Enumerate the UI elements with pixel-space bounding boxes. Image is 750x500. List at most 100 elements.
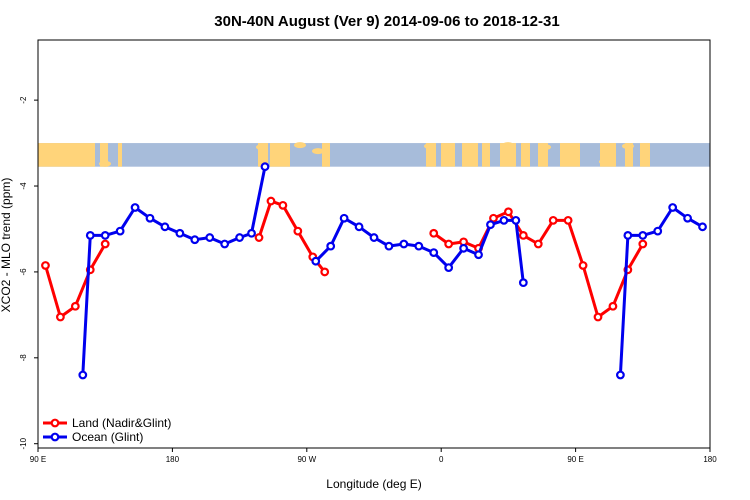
land-region xyxy=(258,143,268,167)
data-point xyxy=(145,213,155,223)
y-axis-label: XCO2 - MLO trend (ppm) xyxy=(0,178,13,313)
data-point xyxy=(444,239,454,249)
data-point xyxy=(623,231,633,240)
land-region xyxy=(564,149,576,156)
data-point xyxy=(533,239,543,249)
data-point xyxy=(100,231,110,240)
data-point xyxy=(339,213,349,223)
data-point xyxy=(593,312,603,322)
data-point xyxy=(320,267,330,277)
data-point xyxy=(115,226,125,236)
land-region xyxy=(502,142,514,149)
y-tick-label: -4 xyxy=(19,182,28,190)
data-point xyxy=(235,233,245,242)
chart-title: 30N-40N August (Ver 9) 2014-09-06 to 201… xyxy=(214,13,559,30)
data-point xyxy=(578,261,588,270)
data-point xyxy=(130,203,140,212)
land-region xyxy=(625,143,633,167)
land-region xyxy=(64,150,76,157)
x-tick-label: 0 xyxy=(439,455,444,464)
data-point xyxy=(459,243,469,253)
x-tick-label: 90 E xyxy=(567,455,583,464)
data-point xyxy=(563,215,573,225)
data-point xyxy=(254,233,264,242)
data-point xyxy=(474,250,483,260)
legend-label: Ocean (Glint) xyxy=(72,430,143,444)
legend-label: Land (Nadir&Glint) xyxy=(72,416,171,430)
legend-marker xyxy=(50,418,60,428)
land-region xyxy=(599,158,611,165)
data-point xyxy=(698,222,707,232)
legend: Land (Nadir&Glint)Ocean (Glint) xyxy=(43,416,171,444)
land-region xyxy=(312,148,324,155)
data-point xyxy=(354,222,364,232)
data-point xyxy=(683,213,692,223)
y-tick-label: -10 xyxy=(19,437,28,449)
x-axis-label: Longitude (deg E) xyxy=(326,477,421,491)
x-tick-label: 180 xyxy=(703,455,717,464)
land-region xyxy=(521,143,530,167)
data-point xyxy=(548,215,558,225)
land-region xyxy=(539,144,551,151)
y-tick-label: -2 xyxy=(19,96,28,104)
land-region xyxy=(640,143,650,167)
data-point xyxy=(384,241,394,251)
plot-border xyxy=(37,39,711,449)
land-region xyxy=(538,143,548,167)
x-tick-label: 90 E xyxy=(30,455,46,464)
plot-frame xyxy=(37,39,711,449)
data-point xyxy=(56,312,65,322)
data-point xyxy=(85,231,95,240)
data-point xyxy=(504,207,513,217)
data-point xyxy=(653,226,663,236)
data-point xyxy=(175,228,185,238)
data-point xyxy=(369,233,379,242)
data-point xyxy=(266,196,276,206)
x-tick-label: 180 xyxy=(166,455,180,464)
data-point xyxy=(486,220,495,230)
series-layer xyxy=(41,162,707,380)
data-point xyxy=(326,241,336,251)
legend-marker xyxy=(50,432,60,442)
data-point xyxy=(429,228,439,238)
data-point xyxy=(205,233,215,242)
data-point xyxy=(78,370,88,380)
data-point xyxy=(70,301,80,311)
land-region xyxy=(322,143,330,167)
data-point xyxy=(608,301,618,311)
land-region xyxy=(500,143,516,167)
land-region xyxy=(118,143,122,167)
data-point xyxy=(429,248,439,257)
data-point xyxy=(499,215,509,225)
data-point xyxy=(444,263,454,273)
data-point xyxy=(190,235,200,245)
x-tick-label: 90 W xyxy=(297,455,316,464)
y-axis-ticks: -2 -4 -6 -8 -10 xyxy=(19,96,38,449)
data-point xyxy=(41,261,50,270)
y-tick-label: -8 xyxy=(19,354,28,362)
land-region xyxy=(294,142,306,149)
data-point xyxy=(638,239,648,249)
land-region xyxy=(464,159,476,166)
series-line xyxy=(314,216,525,283)
data-point xyxy=(414,241,424,251)
land-region xyxy=(99,160,111,167)
data-point xyxy=(668,203,678,212)
data-point xyxy=(399,239,409,249)
data-point xyxy=(616,370,625,380)
data-point xyxy=(518,231,528,240)
data-point xyxy=(260,162,270,172)
series-ocean xyxy=(78,162,707,380)
data-point xyxy=(247,228,256,238)
land-region xyxy=(256,144,268,151)
data-point xyxy=(638,231,648,240)
data-point xyxy=(518,278,528,288)
data-point xyxy=(511,215,521,225)
data-point xyxy=(293,226,303,236)
y-tick-label: -6 xyxy=(19,268,28,276)
land-region xyxy=(622,143,634,150)
data-point xyxy=(220,239,230,249)
land-region xyxy=(270,143,290,167)
